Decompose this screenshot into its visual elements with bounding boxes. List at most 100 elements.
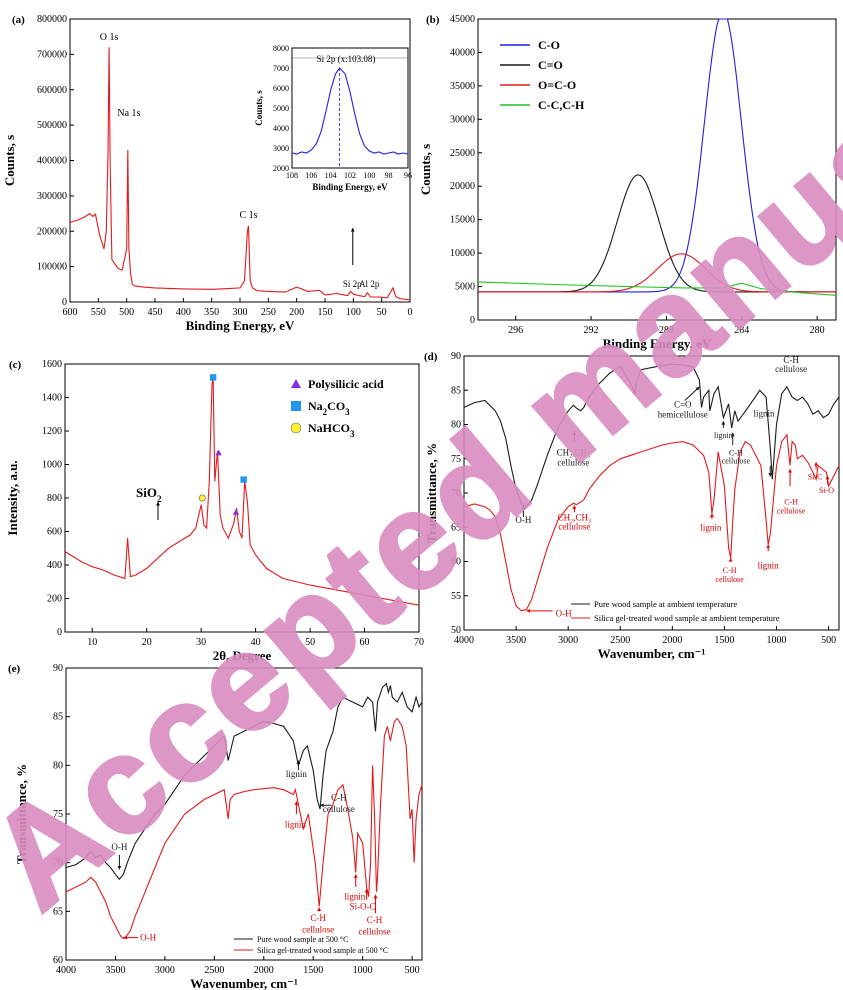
inset-y-tick-label: 2000: [273, 164, 289, 173]
x-tick-label: 292: [584, 325, 599, 336]
series-line: [463, 363, 840, 508]
inset-arrow-head: [350, 228, 355, 232]
annotation-subscript: 2: [157, 494, 162, 504]
marker-polysilicic: [232, 509, 240, 515]
x-tick-label: 50: [377, 307, 387, 318]
x-tick-label: 550: [91, 307, 106, 318]
y-tick-label: 20000: [450, 181, 475, 192]
x-tick-label: 350: [204, 307, 219, 318]
y-tick-label: 5000: [455, 282, 475, 293]
series-line: [69, 47, 411, 301]
y-tick-label: 800000: [37, 14, 67, 25]
y-axis-label: Counts, s: [2, 135, 17, 186]
legend-entry: C=O: [538, 58, 563, 72]
legend-subscript: 3: [345, 407, 350, 417]
ann-ch-arrow-head: [320, 803, 324, 808]
x-tick-label: 200: [289, 307, 304, 318]
ann-red-sio: Si-O: [819, 486, 834, 495]
marker-nahco3: [290, 422, 302, 434]
ann-red-ch2: C-H: [367, 915, 383, 925]
panel-label: (b): [426, 14, 440, 26]
ann-oh: O-H: [111, 842, 127, 852]
legend-entry: Na2CO3: [308, 399, 350, 417]
panel-label: (d): [424, 351, 438, 363]
x-tick-label: 296: [508, 325, 523, 336]
marker-na2co3: [240, 476, 247, 483]
legend-entry: Silica gel-treated wood sample at 500 °C: [257, 946, 388, 955]
y-tick-label: 200000: [37, 226, 67, 237]
x-tick-label: 288: [659, 325, 674, 336]
ann-red-ch2-arrow-head: [373, 894, 378, 899]
ann-ch2top-b: cellulose: [775, 364, 807, 374]
x-axis-label: Wavenumber, cm⁻¹: [190, 976, 298, 990]
y-tick-label: 800: [47, 493, 62, 504]
ann-red-ch: C-H: [723, 566, 737, 575]
y-tick-label: 15000: [450, 215, 475, 226]
y-tick-label: 700000: [37, 49, 67, 60]
x-tick-label: 0: [408, 307, 413, 318]
x-tick-label: 100: [346, 307, 361, 318]
y-tick-label: 25000: [450, 148, 475, 159]
y-tick-label: 65: [451, 522, 461, 533]
y-tick-label: 90: [53, 663, 63, 674]
ann-oh-arrow-head: [117, 865, 122, 870]
legend-entry: Pure wood sample at ambient temperature: [594, 599, 737, 609]
y-tick-label: 0: [57, 627, 62, 638]
y-tick-label: 400: [47, 560, 62, 571]
series-line: [478, 174, 836, 293]
x-tick-label: 4000: [56, 965, 76, 976]
x-tick-label: 1500: [714, 635, 734, 646]
plot-frame: [64, 363, 420, 633]
y-tick-label: 65: [53, 906, 63, 917]
ann-red-ch-b: cellulose: [302, 925, 334, 935]
x-axis-label: 2θ, Degree: [213, 648, 272, 663]
legend: C-O C=O O=C-O C-C,C-H: [500, 38, 585, 112]
ann-red-oh-arrow-head: [526, 608, 531, 613]
ann-red-ch2-b: cellulose: [558, 521, 590, 531]
inset-x-tick-label: 96: [404, 171, 412, 180]
x-tick-label: 3500: [506, 635, 526, 646]
y-tick-label: 75: [53, 809, 63, 820]
x-tick-label: 60: [360, 637, 370, 648]
legend-entry: Pure wood sample at 500 °C: [257, 935, 348, 944]
plot-frame: [463, 355, 840, 631]
legend-entry: Polysilicic acid: [308, 377, 384, 391]
x-tick-label: 70: [414, 637, 424, 648]
inset-x-tick-label: 100: [363, 171, 375, 180]
y-tick-label: 50: [451, 625, 461, 636]
x-tick-label: 40: [251, 637, 261, 648]
ann-red-ch2: CH₂,CH₃: [558, 512, 592, 522]
y-tick-label: 10000: [450, 248, 475, 259]
legend-subscript: 3: [350, 429, 355, 439]
inset-x-tick-label: 102: [344, 171, 356, 180]
ann-red-ch-b: cellulose: [715, 575, 744, 584]
ann-lignin-arrow-head: [296, 760, 301, 764]
ann-red-ch3: C-H: [784, 498, 798, 507]
ann-co-arrow-head: [695, 386, 700, 391]
ann-ch-arrow-head: [730, 432, 735, 437]
x-tick-label: 30: [196, 637, 206, 648]
y-tick-label: 80: [53, 760, 63, 771]
y-tick-label: 85: [451, 385, 461, 396]
legend-entry: C-O: [538, 38, 560, 52]
inset: 108 106 104 102 100 98 96 2000 3000 4000 5000 6000 7…: [254, 44, 412, 192]
y-tick-label: 0: [62, 297, 67, 308]
y-tick-label: 35000: [450, 81, 475, 92]
y-axis-label: Intensity, a.u.: [5, 460, 20, 535]
inset-x-tick-label: 106: [305, 171, 317, 180]
x-tick-label: 2000: [254, 965, 274, 976]
y-tick-label: 400000: [37, 156, 67, 167]
series-line: [463, 433, 840, 612]
y-tick-label: 40000: [450, 47, 475, 58]
panel-label: (a): [12, 14, 25, 26]
inset-y-tick-label: 3000: [273, 144, 289, 153]
axes-(e): 4000 3500 3000 2500 2000 1500 1000 500 60 65 70 75 8…: [8, 663, 423, 990]
inset-y-tick-label: 7000: [273, 64, 289, 73]
x-tick-label: 300: [233, 307, 248, 318]
series-line: [65, 682, 423, 881]
inset-x-tick-label: 108: [286, 171, 298, 180]
y-axis-label: Transmittance, %: [14, 764, 29, 864]
legend-text: CO: [327, 399, 345, 413]
peak-label-Na1s: Na 1s: [117, 108, 140, 119]
